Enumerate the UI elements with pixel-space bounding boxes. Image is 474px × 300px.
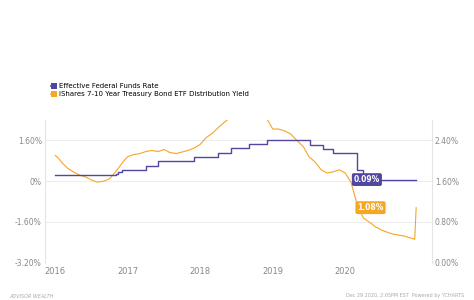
Text: Dec 29 2020, 2:05PM EST  Powered by YCHARTS: Dec 29 2020, 2:05PM EST Powered by YCHAR… (346, 293, 465, 298)
Legend: Effective Federal Funds Rate, iShares 7-10 Year Treasury Bond ETF Distribution Y: Effective Federal Funds Rate, iShares 7-… (48, 80, 252, 100)
Text: 1.08%: 1.08% (357, 203, 384, 212)
Text: 0.09%: 0.09% (354, 175, 380, 184)
Text: ADVISOR WEALTH: ADVISOR WEALTH (9, 293, 54, 298)
